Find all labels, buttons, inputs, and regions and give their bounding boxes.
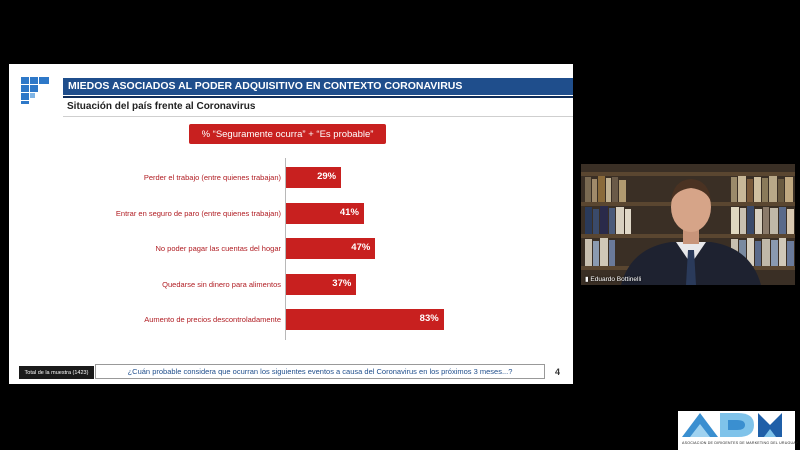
bar-value-label: 37% <box>332 277 352 289</box>
adm-caption: ASOCIACION DE DIRIGENTES DE MARKETING DE… <box>682 441 799 445</box>
bar-value-label: 41% <box>339 206 359 218</box>
signal-bars-icon: ▮ <box>585 276 589 283</box>
survey-question: ¿Cuán probable considera que ocurran los… <box>95 364 545 379</box>
bar: 83% <box>286 309 444 330</box>
slide-subtitle: Situación del país frente al Coronavirus <box>67 101 256 112</box>
title-bar: MIEDOS ASOCIADOS AL PODER ADQUISITIVO EN… <box>63 78 573 98</box>
bar: 47% <box>286 238 376 259</box>
adm-logo: ASOCIACION DE DIRIGENTES DE MARKETING DE… <box>678 411 799 450</box>
divider <box>63 116 573 117</box>
bar-value-label: 47% <box>351 242 371 253</box>
chart-axis <box>285 158 286 340</box>
bar-label: Aumento de precios descontroladamente <box>144 315 281 324</box>
chart-title: % “Seguramente ocurra” + “Es probable” <box>189 124 386 144</box>
bar-label: No poder pagar las cuentas del hogar <box>155 244 281 253</box>
participant-name: ▮ Eduardo Bottinelli <box>585 276 642 283</box>
page-number: 4 <box>555 367 561 377</box>
slide-title: MIEDOS ASOCIADOS AL PODER ADQUISITIVO EN… <box>68 80 463 92</box>
webcam-video[interactable]: ▮ Eduardo Bottinelli <box>581 164 795 285</box>
adm-logo-icon <box>682 413 782 437</box>
presentation-slide: MIEDOS ASOCIADOS AL PODER ADQUISITIVO EN… <box>9 64 573 384</box>
bar: 37% <box>286 273 357 295</box>
webcam-background <box>581 164 795 285</box>
bar-label: Perder el trabajo (entre quienes trabaja… <box>143 173 281 182</box>
sample-size-label: Total de la muestra (1423) <box>19 366 94 379</box>
bar-value-label: 83% <box>419 313 439 324</box>
bar-label: Quedarse sin dinero para alimentos <box>162 279 281 289</box>
bar-value-label: 29% <box>317 171 337 182</box>
bar: 29% <box>286 167 342 188</box>
bar-label: Entrar en seguro de paro (entre quienes … <box>115 208 281 218</box>
bar: 41% <box>286 202 364 224</box>
company-logo-icon <box>21 77 49 104</box>
